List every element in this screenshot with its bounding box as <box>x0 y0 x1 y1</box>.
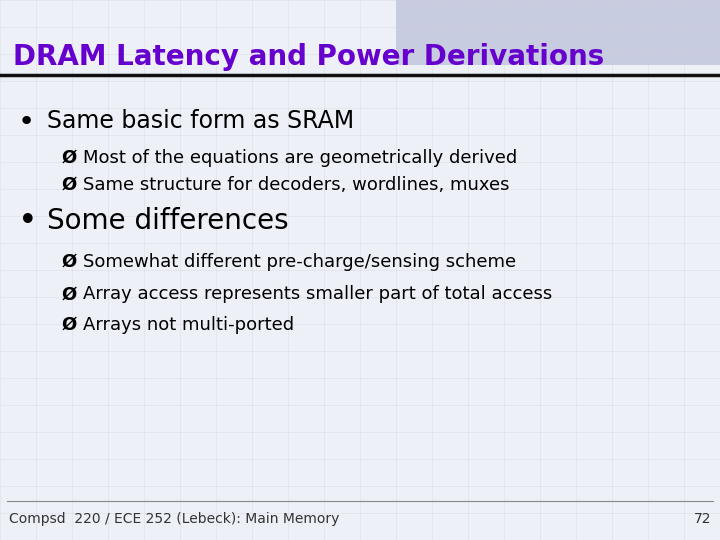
Text: Ø: Ø <box>61 285 76 303</box>
Text: Ø: Ø <box>61 176 76 194</box>
Text: Array access represents smaller part of total access: Array access represents smaller part of … <box>83 285 552 303</box>
Text: •: • <box>18 205 37 238</box>
Text: •: • <box>18 107 35 136</box>
Text: Most of the equations are geometrically derived: Most of the equations are geometrically … <box>83 148 517 167</box>
Text: Ø: Ø <box>61 316 76 334</box>
Text: Same basic form as SRAM: Same basic form as SRAM <box>47 110 354 133</box>
Text: Somewhat different pre-charge/sensing scheme: Somewhat different pre-charge/sensing sc… <box>83 253 516 271</box>
Text: DRAM Latency and Power Derivations: DRAM Latency and Power Derivations <box>13 43 604 71</box>
Text: Arrays not multi-ported: Arrays not multi-ported <box>83 316 294 334</box>
Bar <box>396 0 720 65</box>
Text: Ø: Ø <box>61 148 76 167</box>
Text: Some differences: Some differences <box>47 207 289 235</box>
Text: Ø: Ø <box>61 253 76 271</box>
Text: Same structure for decoders, wordlines, muxes: Same structure for decoders, wordlines, … <box>83 176 509 194</box>
Text: 72: 72 <box>694 512 711 526</box>
Text: Compsd  220 / ECE 252 (Lebeck): Main Memory: Compsd 220 / ECE 252 (Lebeck): Main Memo… <box>9 512 339 526</box>
